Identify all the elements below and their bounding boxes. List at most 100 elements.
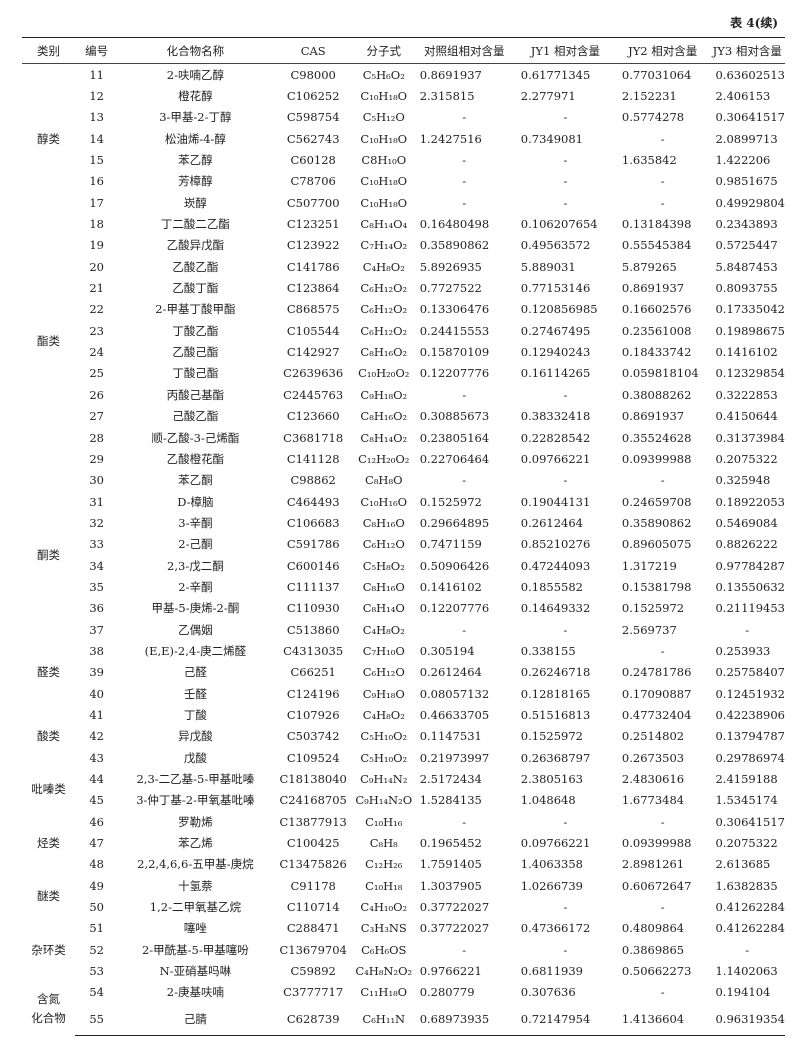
compound-name-cell: 乙酸己酯 xyxy=(172,345,219,360)
compound-name-cell: 丁酸 xyxy=(183,707,207,722)
control-content-cell: - xyxy=(462,942,467,957)
number-cell: 51 xyxy=(89,921,104,936)
jy3-content-cell: 0.5725447 xyxy=(715,238,778,253)
jy1-content-cell: 0.26246718 xyxy=(520,665,591,680)
control-content-cell: 0.46633705 xyxy=(419,707,490,722)
header-formula: 分子式 xyxy=(353,37,414,64)
jy1-content-cell: 0.72147954 xyxy=(514,1003,616,1037)
jy3-content-cell: 0.13794787 xyxy=(715,729,785,744)
jy1-content-cell: 0.47366172 xyxy=(520,921,591,936)
control-content-cell: 2.315815 xyxy=(419,89,475,104)
number-cell: 37 xyxy=(89,622,104,637)
compound-name-cell: 罗勒烯 xyxy=(178,814,213,829)
jy2-content-cell: 1.635842 xyxy=(621,153,677,168)
jy1-content-cell: - xyxy=(563,622,568,637)
formula-cell: C₉H₁₄N₂ xyxy=(360,772,408,787)
number-cell: 23 xyxy=(89,323,104,338)
jy3-content-cell: 1.1402063 xyxy=(715,964,778,979)
jy3-content-cell: 1.6382835 xyxy=(715,878,778,893)
jy3-content-cell: - xyxy=(745,622,750,637)
jy2-content-cell: 0.24781786 xyxy=(621,665,692,680)
compound-name-cell: 芳樟醇 xyxy=(178,174,213,189)
cas-cell: C123251 xyxy=(286,217,340,232)
jy3-content-cell: 0.325948 xyxy=(715,473,771,488)
formula-cell: C₁₀H₁₈O xyxy=(360,195,408,210)
jy2-content-cell: 0.2514802 xyxy=(621,729,685,744)
jy1-content-cell: - xyxy=(563,473,568,488)
jy1-content-cell: - xyxy=(563,900,568,915)
compound-name-cell: 2-呋喃乙醇 xyxy=(166,67,224,82)
formula-cell: C₆H₁₂O₂ xyxy=(360,302,408,317)
jy2-content-cell: 1.317219 xyxy=(621,558,677,573)
cas-cell: C3777717 xyxy=(283,985,344,1000)
jy3-content-cell: 0.5469084 xyxy=(715,515,778,530)
jy1-content-cell: 0.51516813 xyxy=(520,707,591,722)
table-row: 醛类 38 (E,E)-2,4-庚二烯醛 C4313035 C₇H₁₀O 0.305194… xyxy=(22,640,785,679)
table-row: 31 D-樟脑 C464493 C₁₀H₁₆O 0.1525972 0.19044131 0… xyxy=(22,491,785,512)
compound-name-cell: 松油烯-4-醇 xyxy=(164,131,226,146)
table-row: 43 戊酸 C109524 C₅H₁₀O₂ 0.21973997 0.26368797 0.… xyxy=(22,747,785,768)
jy2-content-cell: 0.24659708 xyxy=(621,494,692,509)
jy3-content-cell: 0.49929804 xyxy=(715,195,785,210)
jy1-content-cell: 0.85210276 xyxy=(520,537,591,552)
table-row: 48 2,2,4,6,6-五甲基-庚烷 C13475826 C₁₂H₂₆ 1.75914… xyxy=(22,854,785,875)
number-cell: 50 xyxy=(89,900,104,915)
control-content-cell: 1.3037905 xyxy=(419,878,482,893)
formula-cell: C₈H₁₆O₂ xyxy=(360,409,408,424)
compound-name-cell: 丁酸乙酯 xyxy=(172,323,219,338)
cas-cell: C100425 xyxy=(286,836,340,851)
formula-cell: C₈H₁₆O xyxy=(362,579,405,594)
jy2-content-cell: - xyxy=(660,643,665,658)
table-row: 33 2-己酮 C591786 C₆H₁₂O 0.7471159 0.85210276 0.… xyxy=(22,534,785,555)
formula-cell: C₁₀H₁₈O xyxy=(360,89,408,104)
jy3-content-cell: 0.2343893 xyxy=(715,217,778,232)
jy1-content-cell: - xyxy=(563,174,568,189)
jy2-content-cell: 0.18433742 xyxy=(621,345,692,360)
jy2-content-cell: - xyxy=(660,814,665,829)
cas-cell: C98000 xyxy=(290,67,336,82)
control-content-cell: 0.12207776 xyxy=(419,601,490,616)
cas-cell: C78706 xyxy=(290,174,336,189)
jy2-content-cell: 0.47732404 xyxy=(621,707,692,722)
table-row: 45 3-仲丁基-2-甲氧基吡嗪 C24168705 C₉H₁₄N₂O 1.528413… xyxy=(22,790,785,811)
control-content-cell: 0.37722027 xyxy=(419,921,490,936)
jy3-content-cell: 0.18922053 xyxy=(715,494,785,509)
jy2-content-cell: 0.77031064 xyxy=(621,67,692,82)
table-row: 杂环类 51 噻唑 C288471 C₃H₃NS 0.37722027 0.47366172… xyxy=(22,918,785,956)
jy3-content-cell: 1.422206 xyxy=(715,153,771,168)
number-cell: 43 xyxy=(89,750,104,765)
jy3-content-cell: 0.8093755 xyxy=(715,281,778,296)
jy2-content-cell: 0.3869865 xyxy=(621,942,685,957)
cas-cell: C141786 xyxy=(286,259,340,274)
number-cell: 20 xyxy=(89,259,104,274)
control-content-cell: 0.22706464 xyxy=(419,451,490,466)
cas-cell: C124196 xyxy=(286,686,340,701)
control-content-cell: - xyxy=(462,110,467,125)
number-cell: 46 xyxy=(89,814,104,829)
table-caption: 表 4(续) xyxy=(730,16,778,30)
jy1-content-cell: 0.19044131 xyxy=(520,494,591,509)
formula-cell: C₉H₁₈O₂ xyxy=(360,387,408,402)
jy3-content-cell: 0.194104 xyxy=(715,985,771,1000)
jy1-content-cell: - xyxy=(563,110,568,125)
jy3-content-cell: 0.30641517 xyxy=(715,110,785,125)
formula-cell: C₇H₁₀O xyxy=(362,643,405,658)
cas-cell: C513860 xyxy=(286,622,340,637)
table-header-row: 类别 编号 化合物名称 CAS 分子式 对照组相对含量 JY1 相对含量 JY2… xyxy=(22,37,785,64)
table-row: 36 甲基-5-庚烯-2-酮 C110930 C₈H₁₄O 0.12207776 0.14… xyxy=(22,598,785,619)
number-cell: 15 xyxy=(89,153,104,168)
table-row: 14 松油烯-4-醇 C562743 C₁₀H₁₈O 1.2427516 0.734908… xyxy=(22,128,785,149)
cas-cell: C98862 xyxy=(290,473,336,488)
jy2-content-cell: 1.4136604 xyxy=(615,1003,710,1037)
table-row: 37 乙偶姻 C513860 C₄H₈O₂ - - 2.569737 - xyxy=(22,619,785,640)
number-cell: 52 xyxy=(89,942,104,957)
jy1-content-cell: 0.2612464 xyxy=(520,515,583,530)
table-row: 23 丁酸乙酯 C105544 C₆H₁₂O₂ 0.24415553 0.27467495… xyxy=(22,320,785,341)
control-content-cell: 0.1965452 xyxy=(419,836,482,851)
compound-name-cell: 壬醛 xyxy=(183,686,207,701)
formula-cell: C₁₀H₁₈O xyxy=(360,174,408,189)
compound-name-cell: 2-甲酰基-5-甲基噻吩 xyxy=(141,942,249,957)
jy1-content-cell: 0.26368797 xyxy=(520,750,591,765)
jy3-content-cell: 0.12451932 xyxy=(715,686,785,701)
control-content-cell: 0.305194 xyxy=(419,643,475,658)
